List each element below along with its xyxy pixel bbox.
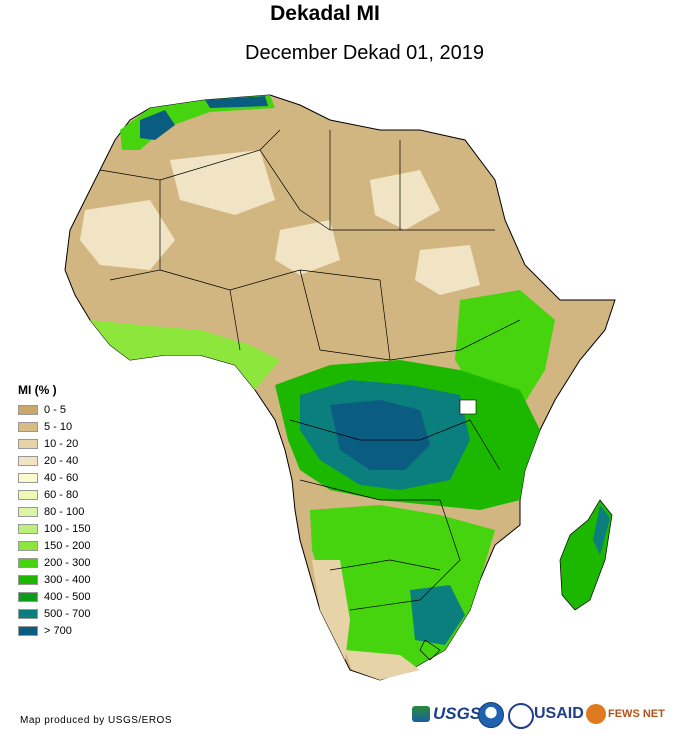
legend-item: 0 - 5 — [18, 401, 90, 418]
usgs-logo-text: USGS — [433, 704, 482, 723]
legend-swatch — [18, 608, 38, 619]
legend-swatch — [18, 472, 38, 483]
north-coast-very-wet — [205, 96, 268, 108]
central-africa-extreme — [330, 400, 430, 470]
legend-label: 80 - 100 — [44, 505, 85, 518]
legend-label: 400 - 500 — [44, 590, 91, 603]
legend-swatch — [18, 574, 38, 585]
legend-list: 0 - 5 5 - 10 10 - 20 20 - 40 40 - 60 60 … — [18, 401, 90, 639]
noaa-logo-icon — [478, 702, 504, 728]
legend-label: 500 - 700 — [44, 607, 91, 620]
sahara-light-patch — [275, 220, 340, 275]
legend-item: 500 - 700 — [18, 605, 90, 622]
legend-label: 10 - 20 — [44, 437, 79, 450]
south-cape-dry — [345, 650, 420, 680]
legend-item: 200 - 300 — [18, 554, 90, 571]
legend-item: 40 - 60 — [18, 469, 90, 486]
legend-item: 10 - 20 — [18, 435, 90, 452]
legend-item: 100 - 150 — [18, 520, 90, 537]
legend-swatch — [18, 438, 38, 449]
north-coast-very-wet — [140, 110, 175, 140]
fewsnet-logo-text: FEWS NET — [608, 708, 665, 720]
legend-item: 5 - 10 — [18, 418, 90, 435]
legend: MI (% ) 0 - 5 5 - 10 10 - 20 20 - 40 40 … — [18, 383, 90, 639]
legend-label: 40 - 60 — [44, 471, 79, 484]
legend-label: 100 - 150 — [44, 522, 91, 535]
legend-swatch — [18, 421, 38, 432]
legend-label: > 700 — [44, 624, 72, 637]
map-subtitle: December Dekad 01, 2019 — [245, 42, 485, 64]
legend-title: MI (% ) — [18, 383, 57, 397]
southwest-dry — [312, 560, 350, 660]
legend-item: 300 - 400 — [18, 571, 90, 588]
legend-item: 400 - 500 — [18, 588, 90, 605]
legend-swatch — [18, 506, 38, 517]
fewsnet-logo-icon — [586, 704, 606, 724]
legend-item: 60 - 80 — [18, 486, 90, 503]
agency-logos: USGS USAID FEWS NET — [410, 700, 665, 730]
sahara-light-patch — [415, 245, 480, 295]
legend-label: 300 - 400 — [44, 573, 91, 586]
legend-label: 200 - 300 — [44, 556, 91, 569]
sahara-light-patch — [80, 200, 175, 270]
southern-africa-very-wet — [410, 585, 465, 645]
legend-item: 20 - 40 — [18, 452, 90, 469]
legend-item: > 700 — [18, 622, 90, 639]
legend-swatch — [18, 404, 38, 415]
legend-item: 150 - 200 — [18, 537, 90, 554]
usgs-wave-icon — [412, 706, 430, 722]
legend-swatch — [18, 455, 38, 466]
legend-swatch — [18, 625, 38, 636]
legend-label: 60 - 80 — [44, 488, 79, 501]
legend-label: 150 - 200 — [44, 539, 91, 552]
legend-swatch — [18, 523, 38, 534]
legend-label: 20 - 40 — [44, 454, 79, 467]
legend-swatch — [18, 557, 38, 568]
sahara-light-patch — [370, 170, 440, 230]
country-borders — [99, 129, 521, 661]
lake-victoria — [459, 399, 477, 415]
madagascar-east-wet — [593, 505, 610, 555]
map-title: Dekadal MI — [270, 2, 380, 25]
legend-label: 0 - 5 — [44, 403, 67, 416]
legend-swatch — [18, 591, 38, 602]
usaid-logo-text: USAID — [534, 705, 584, 722]
sahara-light-patch — [170, 150, 275, 215]
map-credit: Map produced by USGS/EROS — [20, 715, 173, 726]
usaid-seal-icon — [508, 703, 534, 729]
legend-item: 80 - 100 — [18, 503, 90, 520]
legend-swatch — [18, 489, 38, 500]
legend-swatch — [18, 540, 38, 551]
usgs-logo: USGS — [412, 700, 481, 728]
legend-label: 5 - 10 — [44, 420, 73, 433]
west-africa-wet — [90, 320, 280, 390]
north-coast-wet — [120, 95, 275, 150]
